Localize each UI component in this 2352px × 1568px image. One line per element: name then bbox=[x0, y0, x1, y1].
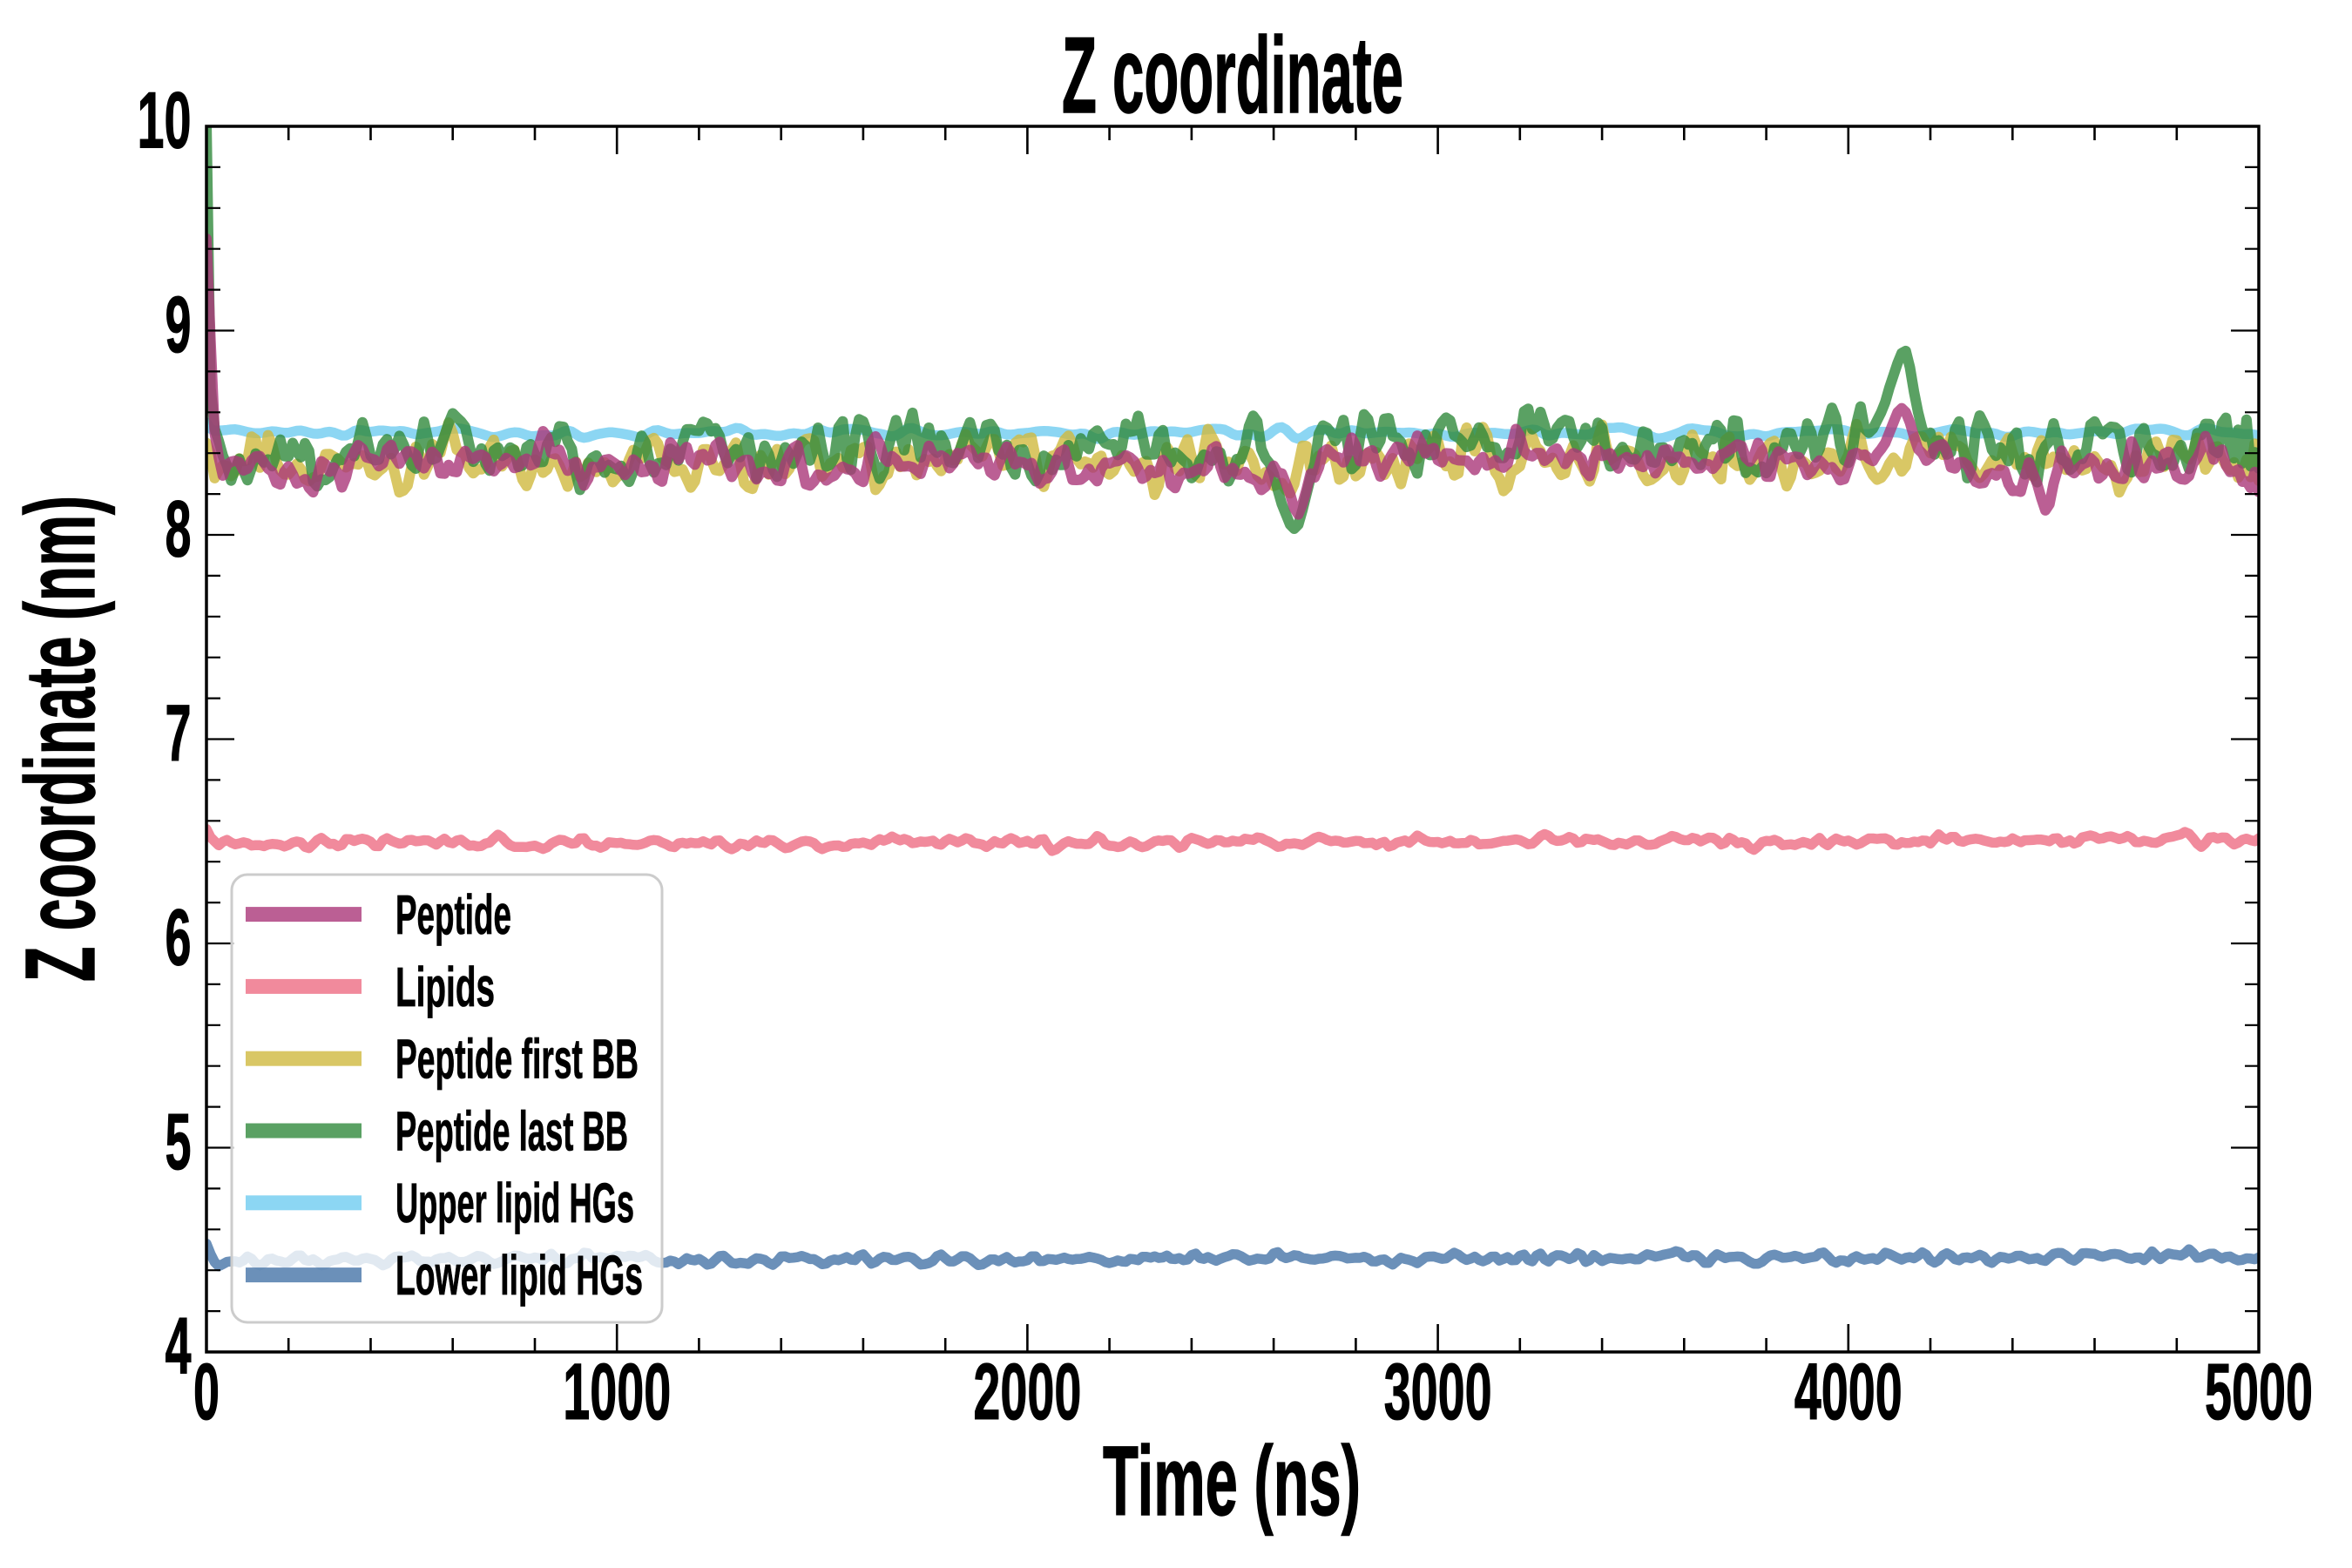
svg-text:Time (ns): Time (ns) bbox=[1103, 1426, 1361, 1536]
svg-text:2000: 2000 bbox=[973, 1348, 1081, 1436]
svg-text:Lower lipid HGs: Lower lipid HGs bbox=[395, 1244, 643, 1307]
svg-text:Peptide: Peptide bbox=[395, 883, 511, 946]
svg-text:Peptide first BB: Peptide first BB bbox=[395, 1028, 639, 1091]
svg-text:5: 5 bbox=[166, 1098, 192, 1186]
svg-text:Peptide last BB: Peptide last BB bbox=[395, 1099, 628, 1162]
svg-text:3000: 3000 bbox=[1384, 1348, 1492, 1436]
svg-text:4: 4 bbox=[166, 1302, 192, 1391]
svg-text:Z coordinate: Z coordinate bbox=[1062, 16, 1403, 136]
svg-text:7: 7 bbox=[166, 689, 192, 778]
svg-text:Lipids: Lipids bbox=[395, 956, 495, 1018]
svg-text:Z coordinate (nm): Z coordinate (nm) bbox=[5, 496, 115, 982]
svg-text:1000: 1000 bbox=[563, 1348, 671, 1436]
svg-text:0: 0 bbox=[193, 1348, 220, 1436]
svg-text:8: 8 bbox=[166, 485, 192, 574]
svg-text:4000: 4000 bbox=[1794, 1348, 1903, 1436]
svg-text:6: 6 bbox=[166, 894, 192, 983]
svg-text:9: 9 bbox=[166, 280, 192, 369]
svg-text:10: 10 bbox=[138, 77, 192, 166]
svg-text:5000: 5000 bbox=[2205, 1348, 2313, 1436]
svg-text:Upper lipid HGs: Upper lipid HGs bbox=[395, 1172, 634, 1234]
